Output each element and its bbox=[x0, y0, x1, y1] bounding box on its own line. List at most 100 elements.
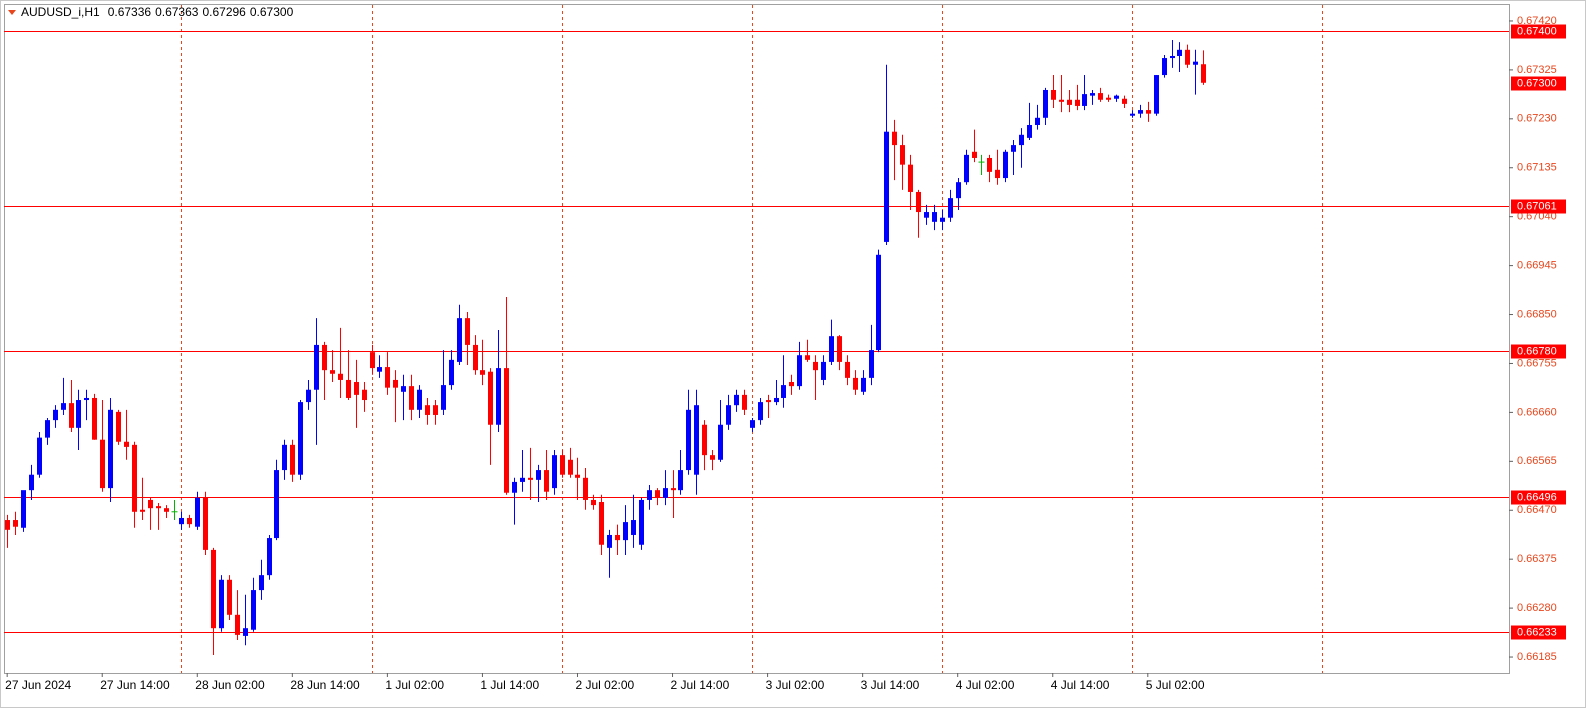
candle-body bbox=[908, 164, 913, 192]
candle-body bbox=[710, 455, 715, 460]
candle-body bbox=[148, 499, 153, 509]
candle-body bbox=[932, 212, 937, 222]
candle-body bbox=[433, 405, 438, 415]
y-tick-label: 0.66850 bbox=[1517, 308, 1557, 320]
candle-body bbox=[884, 131, 889, 242]
candle-body bbox=[457, 318, 462, 362]
level-label: 0.66233 bbox=[1517, 626, 1557, 638]
candle-body bbox=[520, 477, 525, 482]
candle-body bbox=[1059, 99, 1064, 102]
x-tick-label: 1 Jul 14:00 bbox=[480, 678, 539, 692]
level-label-box bbox=[1511, 199, 1566, 214]
x-tick-label: 2 Jul 02:00 bbox=[575, 678, 634, 692]
candle-body bbox=[1098, 93, 1103, 100]
candle-body bbox=[583, 477, 588, 500]
candle-body bbox=[370, 352, 375, 369]
candle-body bbox=[338, 373, 343, 380]
candle-body bbox=[449, 359, 454, 386]
y-tick-label: 0.67325 bbox=[1517, 64, 1557, 76]
candle-body bbox=[480, 370, 485, 375]
x-tick-label: 27 Jun 2024 bbox=[5, 678, 71, 692]
y-tick-label: 0.66280 bbox=[1517, 602, 1557, 614]
candle-body bbox=[1035, 117, 1040, 126]
quote-high: 0.67363 bbox=[155, 5, 199, 19]
candle-body bbox=[1177, 49, 1182, 56]
candle-body bbox=[267, 538, 272, 576]
candle-body bbox=[686, 409, 691, 471]
candle-body bbox=[1170, 55, 1175, 59]
candle-body bbox=[758, 402, 763, 421]
y-tick-label: 0.66945 bbox=[1517, 260, 1557, 272]
quote-low: 0.67296 bbox=[202, 5, 246, 19]
candle-body bbox=[615, 534, 620, 541]
candle-body bbox=[37, 437, 42, 475]
candle-body bbox=[187, 517, 192, 525]
candle-body bbox=[1201, 64, 1206, 83]
candle-body bbox=[156, 506, 161, 509]
quote-open: 0.67336 bbox=[108, 5, 152, 19]
candle-body bbox=[322, 344, 327, 371]
candle-body bbox=[385, 367, 390, 388]
candle-body bbox=[1154, 75, 1159, 114]
candle-body bbox=[1106, 97, 1111, 100]
header: AUDUSD_i,H1 0.67336 0.67363 0.67296 0.67300 bbox=[21, 5, 294, 19]
candle-body bbox=[560, 455, 565, 475]
candle-body bbox=[536, 470, 541, 480]
candle-body bbox=[599, 502, 604, 545]
candle-body bbox=[330, 370, 335, 374]
candle-body bbox=[116, 411, 121, 442]
candle-body bbox=[813, 361, 818, 371]
candle-body bbox=[766, 400, 771, 403]
candle-body bbox=[251, 590, 256, 630]
candle-body bbox=[401, 386, 406, 392]
symbol: AUDUSD_i,H1 bbox=[21, 5, 100, 19]
candle-body bbox=[69, 403, 74, 428]
candle-body bbox=[797, 355, 802, 387]
candle-body bbox=[132, 444, 137, 512]
level-label: 0.67400 bbox=[1517, 25, 1557, 37]
level-label: 0.66780 bbox=[1517, 345, 1557, 357]
level-label-box bbox=[1511, 24, 1566, 39]
candle-body bbox=[694, 405, 699, 475]
candle-body bbox=[219, 579, 224, 629]
candle-body bbox=[164, 508, 169, 512]
candle-body bbox=[21, 490, 26, 528]
candle-body bbox=[1075, 99, 1080, 106]
candle-body bbox=[924, 212, 929, 218]
candle-body bbox=[948, 198, 953, 218]
candle-body bbox=[1011, 145, 1016, 152]
y-tick-label: 0.66185 bbox=[1517, 651, 1557, 663]
candle-body bbox=[227, 579, 232, 615]
candle-body bbox=[568, 459, 573, 475]
candle-body bbox=[140, 509, 145, 512]
candle-body bbox=[259, 575, 264, 591]
candle-body bbox=[837, 336, 842, 362]
candle-body bbox=[108, 409, 113, 489]
candle-body bbox=[647, 490, 652, 500]
x-tick-label: 3 Jul 14:00 bbox=[861, 678, 920, 692]
menu-arrow[interactable] bbox=[8, 10, 16, 15]
candle-body bbox=[552, 455, 557, 489]
candles bbox=[5, 40, 1206, 655]
x-tick-label: 27 Jun 14:00 bbox=[100, 678, 170, 692]
quote-close: 0.67300 bbox=[250, 5, 294, 19]
candle-body bbox=[496, 368, 501, 425]
x-tick-label: 4 Jul 14:00 bbox=[1051, 678, 1110, 692]
candle-body bbox=[1114, 95, 1119, 99]
candle-body bbox=[409, 386, 414, 410]
candle-body bbox=[892, 131, 897, 146]
candle-body bbox=[211, 549, 216, 629]
candle-body bbox=[512, 481, 517, 493]
candle-body bbox=[1051, 89, 1056, 100]
candle-body bbox=[290, 444, 295, 475]
axes: 0.67420 0.67325 0.67230 0.67135 0.67040 0.669… bbox=[5, 15, 1566, 692]
candle-body bbox=[473, 344, 478, 371]
candle-body bbox=[1193, 61, 1198, 65]
candle-body bbox=[678, 470, 683, 491]
x-tick-label: 2 Jul 14:00 bbox=[671, 678, 730, 692]
candle-body bbox=[92, 397, 97, 440]
candle-body bbox=[298, 402, 303, 475]
candle-body bbox=[243, 628, 248, 636]
candle-body bbox=[607, 534, 612, 548]
